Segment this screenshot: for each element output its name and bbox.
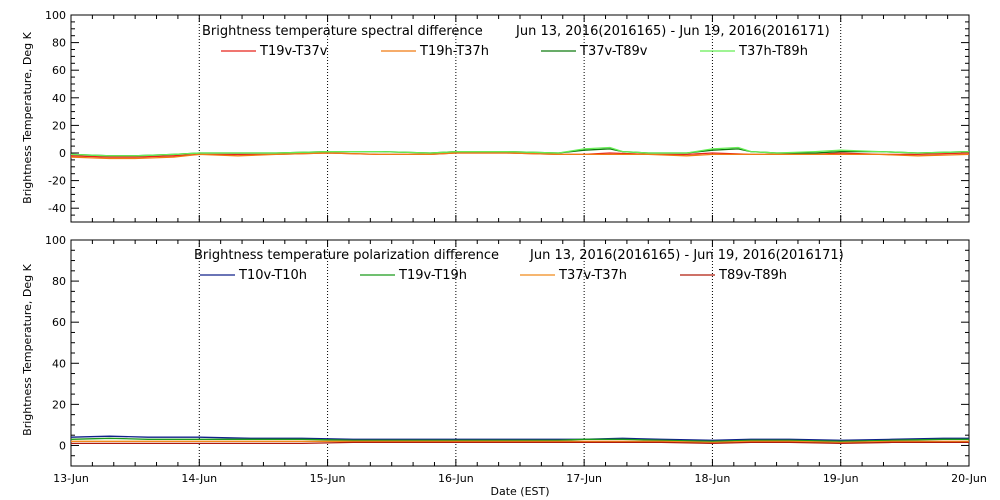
y-axis-ticks: -40 -20 0 20 40 60 80 100 (45, 9, 969, 223)
legend-label: T19h-T37h (419, 44, 489, 59)
spectral-difference-panel: -40 -20 0 20 40 60 80 100 Brightness temperatur… (21, 9, 970, 223)
chart-title: Brightness temperature polarization diff… (194, 248, 499, 263)
plot-frame (70, 14, 970, 223)
polarization-difference-panel: 0 20 40 60 80 100 13-Jun 14-Jun 15-Jun 16-Jun 17-… (21, 234, 987, 498)
x-axis-title: Date (EST) (490, 485, 549, 498)
series-line-T10v-T10h (70, 435, 969, 441)
series-line-T37h-T89h (70, 146, 970, 157)
x-tick-label: 18-Jun (695, 472, 731, 485)
plot-frame (70, 239, 970, 467)
y-tick-label: 80 (52, 37, 66, 50)
y-tick-label: 20 (52, 398, 66, 411)
legend-label: T10v-T10h (238, 268, 307, 283)
y-axis-ticks: 0 20 40 60 80 100 (45, 234, 969, 467)
series-lines (70, 435, 969, 445)
x-tick-label: 17-Jun (566, 472, 602, 485)
y-tick-label: 100 (45, 9, 66, 22)
x-tick-label: 15-Jun (310, 472, 346, 485)
legend-label: T89v-T89h (718, 268, 787, 283)
y-tick-label: 0 (59, 147, 66, 160)
y-axis-title: Brightness Temperature, Deg K (21, 263, 34, 435)
y-tick-label: 40 (52, 92, 66, 105)
series-lines (70, 146, 970, 160)
legend-label: T19v-T37v (259, 44, 328, 59)
y-axis-title: Brightness Temperature, Deg K (21, 31, 34, 203)
chart-date-range: Jun 13, 2016(2016165) - Jun 19, 2016(201… (515, 24, 830, 39)
y-tick-label: 60 (52, 64, 66, 77)
y-tick-label: 60 (52, 316, 66, 329)
legend-label: T19v-T19h (398, 268, 467, 283)
y-tick-label: 40 (52, 357, 66, 370)
chart-title: Brightness temperature spectral differen… (202, 24, 483, 39)
x-axis-ticks (70, 15, 970, 222)
series-line-T89v-T89h (71, 441, 969, 445)
x-tick-label: 19-Jun (823, 472, 859, 485)
legend: T10v-T10h T19v-T19h T37v-T37h T89v-T89h (200, 268, 787, 283)
legend-label: T37h-T89h (738, 44, 808, 59)
y-tick-label: -40 (48, 202, 66, 215)
y-tick-label: 20 (52, 119, 66, 132)
x-tick-label: 14-Jun (181, 472, 217, 485)
x-tick-label: 13-Jun (53, 472, 89, 485)
y-tick-label: 80 (52, 275, 66, 288)
chart-date-range: Jun 13, 2016(2016165) - Jun 19, 2016(201… (529, 248, 844, 263)
series-line-T19v-T19h (70, 437, 969, 442)
series-line-T37v-T37h (71, 440, 969, 444)
x-tick-label: 16-Jun (438, 472, 474, 485)
legend-label: T37v-T37h (558, 268, 627, 283)
x-tick-label: 20-Jun (951, 472, 987, 485)
y-tick-label: 0 (59, 439, 66, 452)
series-line-T19h-T37h (70, 152, 970, 160)
y-tick-label: 100 (45, 234, 66, 247)
legend-label: T37v-T89v (579, 44, 648, 59)
y-tick-label: -20 (48, 175, 66, 188)
legend: T19v-T37v T19h-T37h T37v-T89v T37h-T89h (221, 44, 808, 59)
x-axis-ticks: 13-Jun 14-Jun 15-Jun 16-Jun 17-Jun 18-Jun 19-J… (53, 240, 987, 485)
